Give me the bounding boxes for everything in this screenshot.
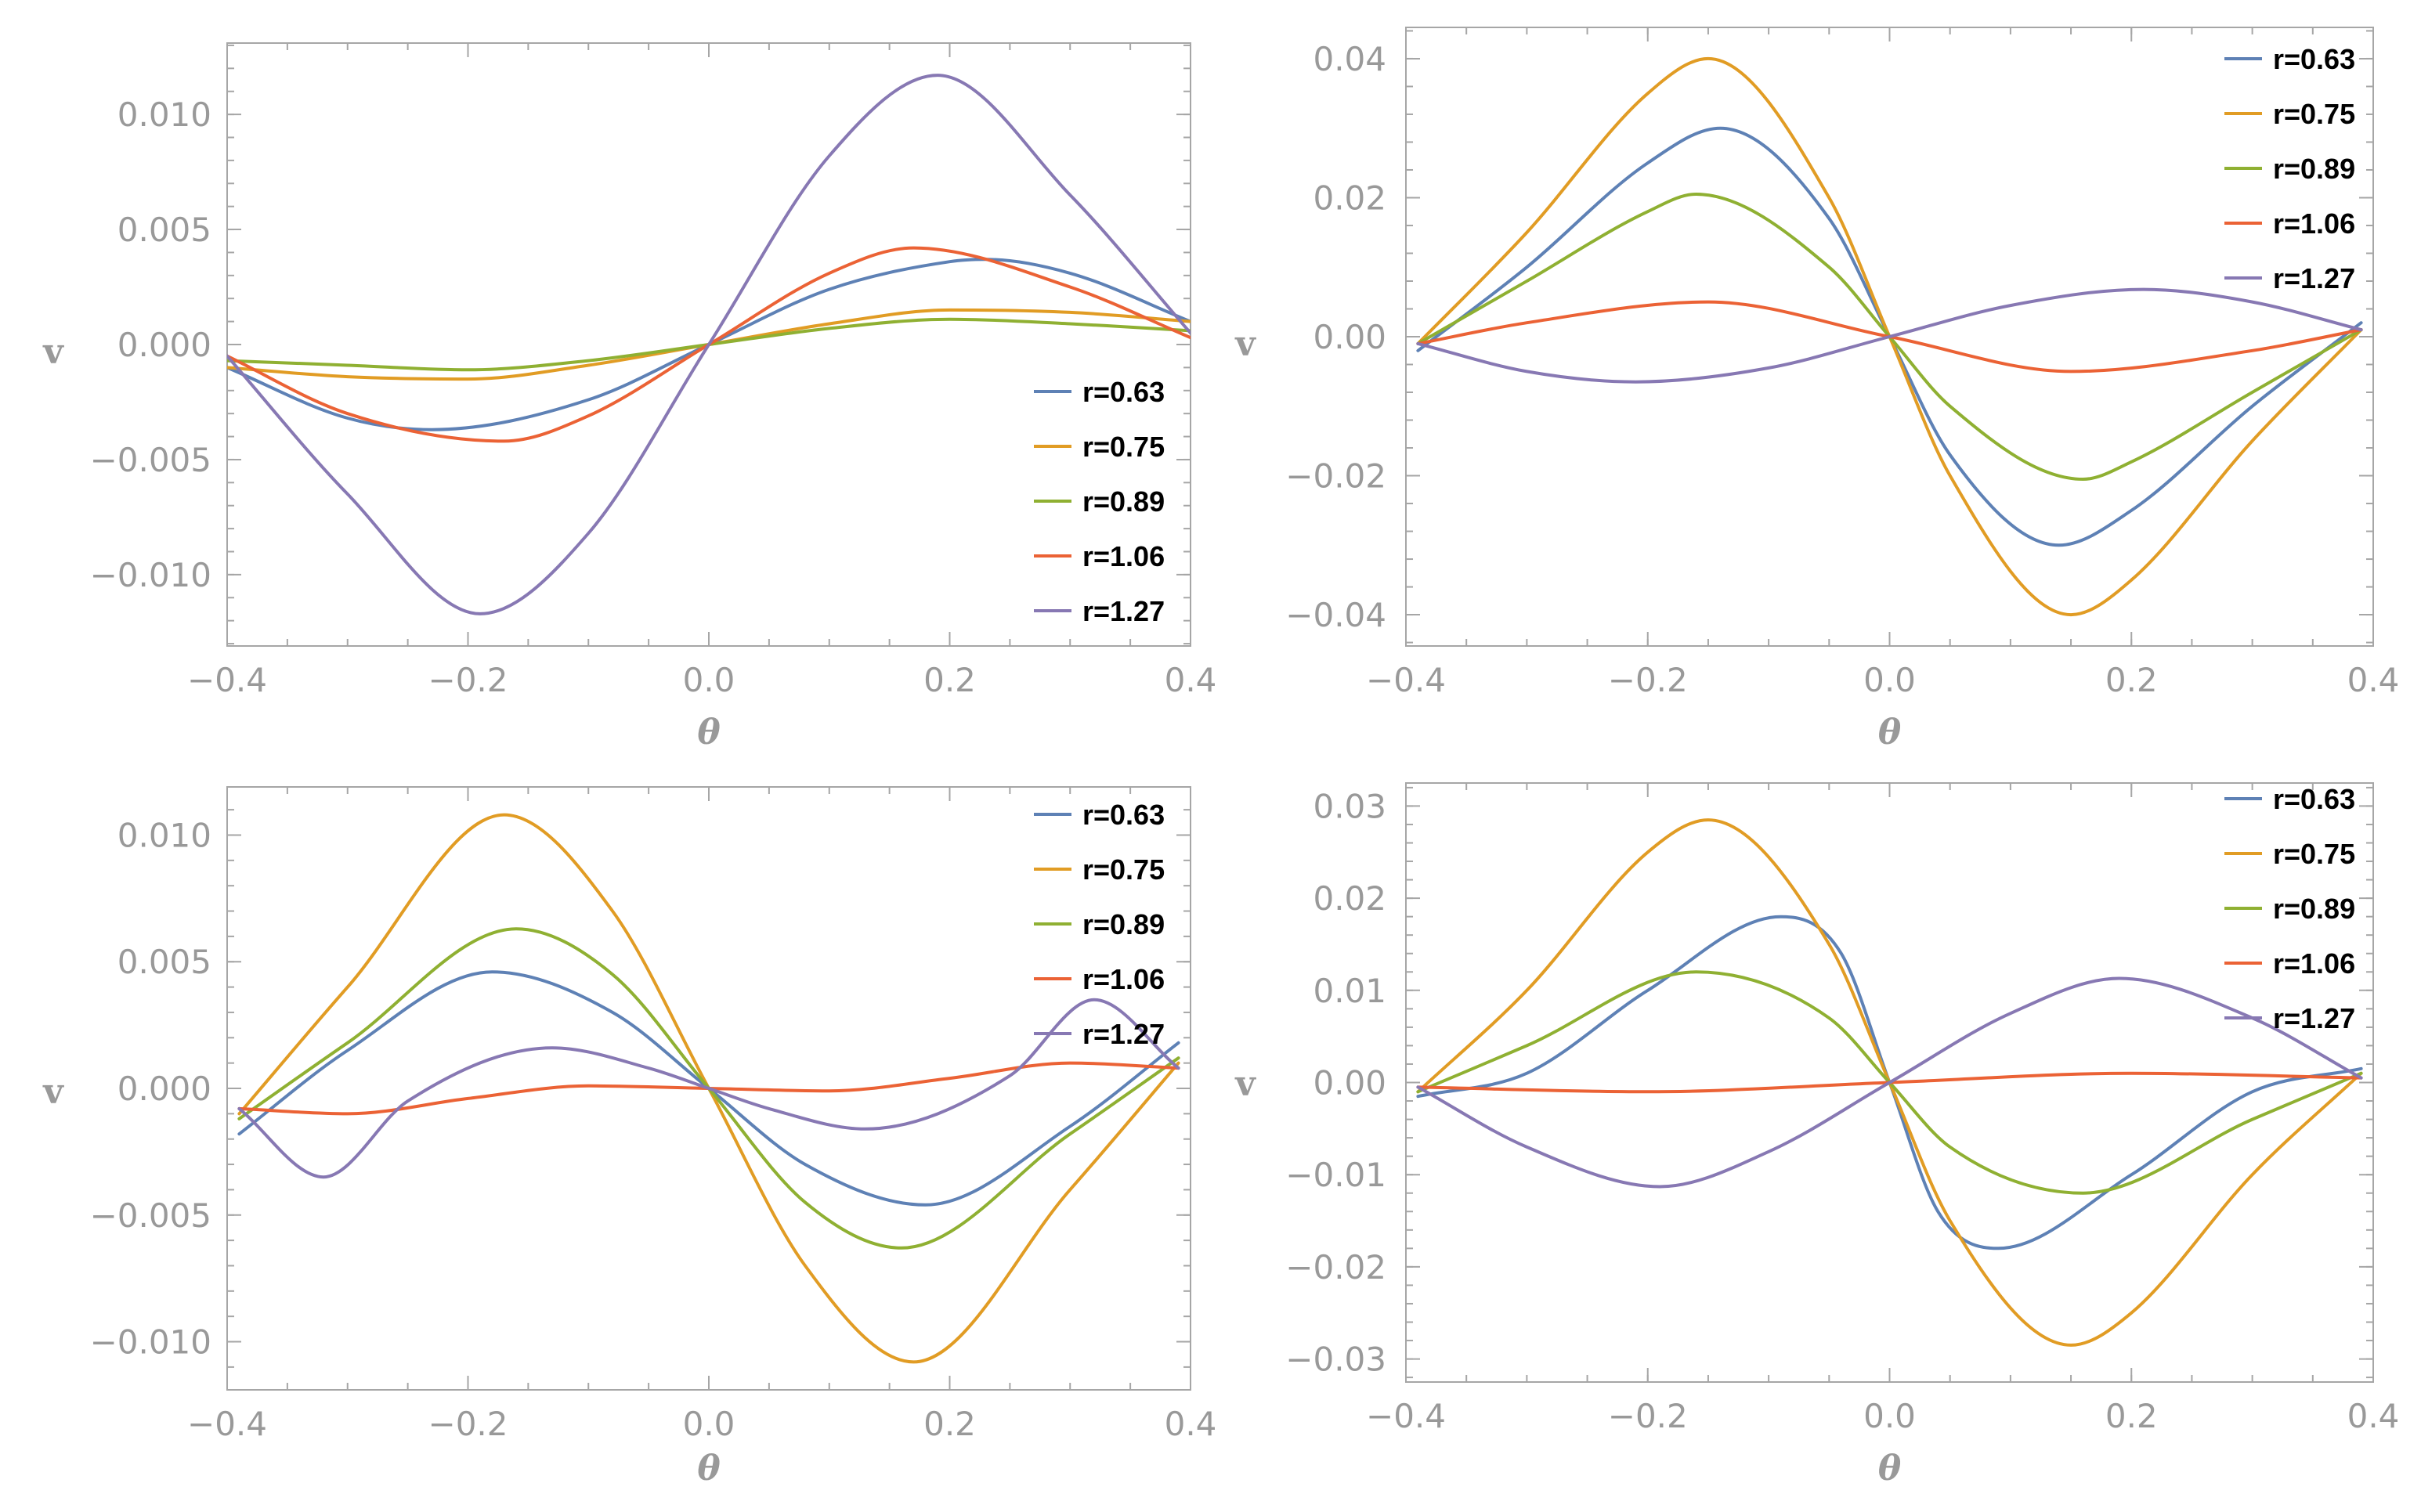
legend-label: r=1.06 <box>2273 207 2355 240</box>
chart-panel-top-left: −0.4 −0.2 0.0 0.2 0.4 −0.010 −0.005 0.000 0.005 0… <box>42 42 1217 752</box>
legend: r=0.63 r=0.75 r=0.89 r=1.06 r=1.27 <box>1034 376 1165 627</box>
x-tick-label: −0.4 <box>187 661 267 699</box>
y-axis-label: v <box>1234 324 1256 364</box>
x-axis-label: θ <box>1878 1449 1902 1489</box>
y-tick-label: −0.010 <box>90 1323 211 1362</box>
y-tick-label: 0.010 <box>117 816 211 854</box>
legend-label: r=1.06 <box>2273 947 2355 980</box>
x-tick-label: 0.2 <box>2105 661 2158 699</box>
chart-panel-bottom-right: −0.4 −0.2 0.0 0.2 0.4 −0.03 −0.02 −0.01 0.00 0.01… <box>1234 782 2400 1489</box>
legend-label: r=0.89 <box>2273 153 2355 185</box>
y-tick-label: −0.04 <box>1285 596 1386 634</box>
y-tick-label: 0.010 <box>117 96 211 134</box>
series-line-r=1.27 <box>227 74 1191 615</box>
y-tick-label: 0.000 <box>117 1070 211 1108</box>
x-tick-label: −0.2 <box>428 1405 508 1443</box>
y-tick-label: 0.00 <box>1313 318 1386 356</box>
legend-label: r=1.27 <box>1082 595 1165 627</box>
chart-panel-bottom-left: −0.4 −0.2 0.0 0.2 0.4 −0.010 −0.005 0.000 0.005 0… <box>42 786 1217 1489</box>
legend-label: r=0.89 <box>1082 485 1165 518</box>
legend-label: r=1.27 <box>2273 1002 2355 1034</box>
legend-label: r=0.75 <box>2273 838 2355 870</box>
x-tick-label: 0.4 <box>2347 661 2400 699</box>
y-tick-label: 0.03 <box>1313 787 1386 825</box>
y-tick-label: 0.005 <box>117 211 211 249</box>
chart-panel-top-right: −0.4 −0.2 0.0 0.2 0.4 −0.04 −0.02 0.00 0.02 0.04 θ… <box>1234 27 2399 752</box>
x-tick-label: −0.4 <box>1366 1397 1446 1435</box>
y-tick-label: −0.010 <box>90 556 211 594</box>
x-tick-label: 0.0 <box>1863 661 1916 699</box>
y-axis-label: v <box>42 1072 64 1112</box>
y-tick-label: 0.000 <box>117 326 211 364</box>
legend-label: r=0.75 <box>1082 853 1165 886</box>
legend-label: r=1.27 <box>2273 262 2355 294</box>
x-tick-label: 0.0 <box>683 661 735 699</box>
x-axis-label: θ <box>1878 713 1902 752</box>
x-tick-label: −0.2 <box>1608 1397 1688 1435</box>
x-tick-label: −0.4 <box>1366 661 1446 699</box>
y-tick-label: 0.02 <box>1313 879 1386 918</box>
series-line-r=1.27 <box>1416 287 2363 384</box>
series-group <box>237 813 1180 1364</box>
x-tick-label: 0.4 <box>2347 1397 2400 1435</box>
y-tick-label: −0.005 <box>90 441 211 479</box>
x-tick-label: 0.0 <box>683 1405 735 1443</box>
legend-label: r=0.89 <box>1082 908 1165 940</box>
x-tick-label: 0.0 <box>1863 1397 1916 1435</box>
y-tick-label: 0.01 <box>1313 972 1386 1010</box>
y-tick-label: 0.04 <box>1313 40 1386 78</box>
x-tick-label: −0.2 <box>1608 661 1688 699</box>
series-group <box>1416 56 2363 617</box>
series-group <box>227 74 1191 615</box>
y-tick-label: 0.02 <box>1313 179 1386 217</box>
series-line-r=1.27 <box>237 998 1180 1179</box>
legend: r=0.63 r=0.75 r=0.89 r=1.06 r=1.27 <box>2224 783 2355 1034</box>
y-tick-label: −0.03 <box>1285 1341 1386 1379</box>
x-tick-label: 0.2 <box>923 661 976 699</box>
legend: r=0.63 r=0.75 r=0.89 r=1.06 r=1.27 <box>2224 43 2355 294</box>
legend-label: r=1.06 <box>1082 540 1165 572</box>
x-tick-label: 0.4 <box>1165 1405 1217 1443</box>
y-tick-label: −0.02 <box>1285 1248 1386 1286</box>
y-tick-label: 0.005 <box>117 943 211 981</box>
x-tick-label: 0.2 <box>923 1405 976 1443</box>
legend-label: r=0.89 <box>2273 893 2355 925</box>
y-tick-label: −0.02 <box>1285 457 1386 496</box>
y-tick-label: −0.01 <box>1285 1156 1386 1194</box>
x-tick-label: −0.2 <box>428 661 508 699</box>
legend-label: r=0.75 <box>2273 98 2355 130</box>
y-axis-label: v <box>1234 1064 1256 1104</box>
legend-label: r=0.63 <box>1082 376 1165 408</box>
x-tick-label: 0.4 <box>1165 661 1217 699</box>
legend: r=0.63 r=0.75 r=0.89 r=1.06 r=1.27 <box>1034 799 1165 1050</box>
legend-label: r=0.63 <box>1082 799 1165 831</box>
y-tick-label: −0.005 <box>90 1196 211 1235</box>
x-axis-label: θ <box>697 713 721 752</box>
legend-label: r=0.63 <box>2273 783 2355 815</box>
legend-label: r=1.27 <box>1082 1018 1165 1050</box>
x-axis-label: θ <box>697 1449 721 1489</box>
y-tick-label: 0.00 <box>1313 1064 1386 1102</box>
legend-label: r=1.06 <box>1082 963 1165 995</box>
y-axis-label: v <box>42 332 64 372</box>
x-tick-label: −0.4 <box>187 1405 267 1443</box>
legend-label: r=0.75 <box>1082 431 1165 463</box>
legend-label: r=0.63 <box>2273 43 2355 75</box>
series-group <box>1416 818 2363 1347</box>
x-tick-label: 0.2 <box>2105 1397 2158 1435</box>
series-line-r=1.27 <box>1416 976 2363 1189</box>
